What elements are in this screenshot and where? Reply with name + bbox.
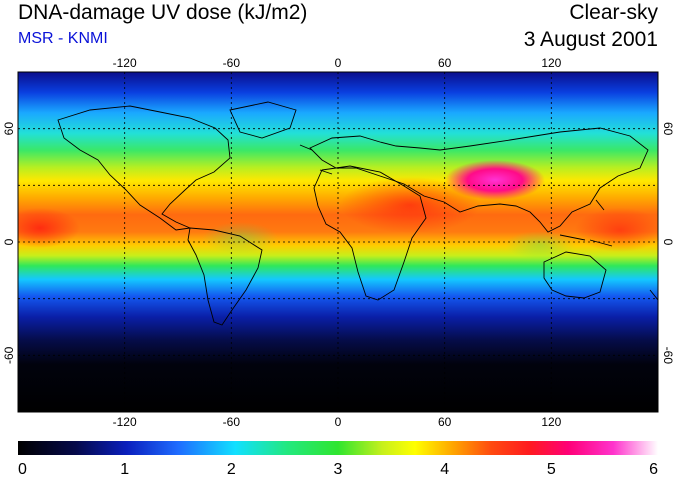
map-title: DNA-damage UV dose (kJ/m2)	[18, 1, 308, 24]
sky-condition-label: Clear-sky	[569, 1, 658, 24]
colorbar-label: 1	[120, 461, 129, 478]
lon-tick-bottom: -60	[223, 415, 241, 429]
lat-tick-right: 60	[661, 122, 675, 136]
date-label: 3 August 2001	[523, 28, 658, 51]
lon-tick-bottom: 0	[335, 415, 342, 429]
coastlines	[57, 101, 658, 326]
colorbar-label: 5	[547, 461, 556, 478]
lat-tick-left: -60	[2, 346, 16, 364]
lon-tick-top: 60	[438, 56, 452, 70]
colorbar	[18, 441, 658, 455]
map-frame	[17, 71, 659, 413]
lon-tick-top: 120	[541, 56, 561, 70]
lon-tick-top: -120	[113, 56, 137, 70]
colorbar-label: 0	[18, 461, 27, 478]
graticule	[18, 72, 658, 412]
lat-tick-right: -60	[661, 347, 675, 365]
colorbar-label: 4	[440, 461, 449, 478]
lon-tick-bottom: 60	[438, 415, 452, 429]
lon-tick-bottom: -120	[113, 415, 137, 429]
colorbar-label: 3	[334, 461, 343, 478]
colorbar-label: 2	[227, 461, 236, 478]
data-source-label: MSR - KNMI	[18, 30, 108, 47]
lon-tick-top: 0	[335, 56, 342, 70]
lon-tick-bottom: 120	[541, 415, 561, 429]
lat-tick-right: 0	[661, 239, 675, 246]
lat-tick-left: 0	[2, 238, 16, 245]
lon-tick-top: -60	[223, 56, 241, 70]
colorbar-label: 6	[649, 461, 658, 478]
lat-tick-left: 60	[2, 122, 16, 136]
